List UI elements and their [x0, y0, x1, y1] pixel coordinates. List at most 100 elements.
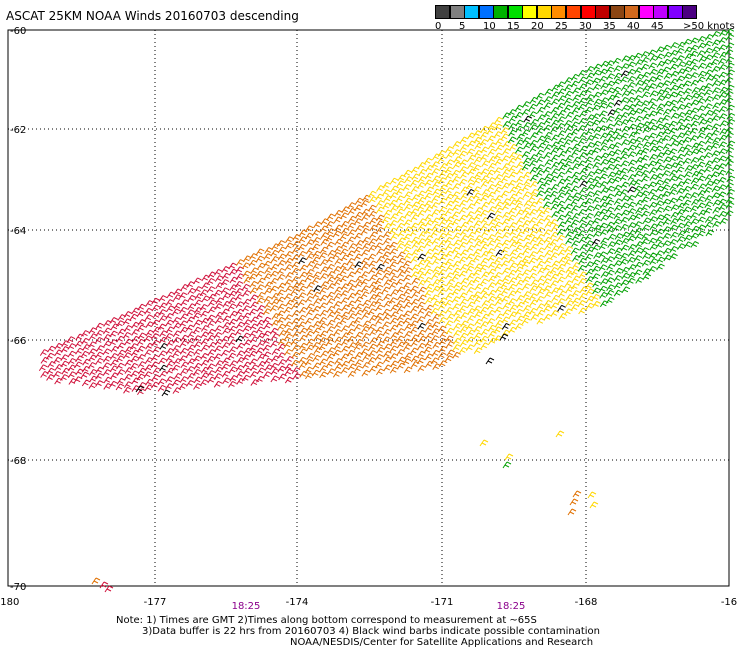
wind-barb	[320, 281, 330, 288]
wind-barb-stroke	[494, 173, 504, 181]
wind-barb-stroke	[683, 38, 692, 46]
wind-barb	[725, 84, 735, 92]
wind-barb-stroke	[228, 318, 238, 326]
wind-barb-stroke	[165, 319, 174, 327]
wind-barb-stroke	[509, 193, 518, 201]
wind-barb-stroke	[151, 339, 160, 347]
wind-barb	[361, 326, 370, 333]
wind-barb	[305, 247, 315, 255]
wind-barb-stroke	[334, 336, 343, 344]
wind-barb-stroke	[633, 107, 643, 115]
wind-barb	[551, 98, 560, 106]
wind-barb	[661, 190, 671, 198]
wind-barb-stroke	[375, 326, 385, 334]
wind-barb	[726, 188, 735, 196]
wind-barb	[696, 140, 706, 148]
wind-barb	[402, 358, 412, 365]
wind-barb-stroke	[347, 300, 356, 308]
wind-barb	[326, 305, 336, 313]
wind-barb	[550, 126, 559, 133]
wind-barb-stroke	[228, 325, 238, 333]
wind-barb-stroke	[509, 249, 519, 257]
wind-barb-stroke	[446, 349, 455, 357]
wind-barb	[396, 243, 405, 250]
wind-barb-stroke	[46, 374, 55, 381]
wind-barb-stroke	[262, 344, 272, 352]
wind-barb-stroke	[501, 239, 511, 247]
wind-barb	[481, 300, 491, 307]
wind-barb-stroke	[264, 301, 273, 309]
wind-barb	[340, 353, 350, 361]
wind-barb	[600, 237, 609, 245]
legend-label: 5	[459, 21, 466, 32]
wind-barb-stroke	[578, 117, 588, 125]
wind-barb	[514, 266, 524, 274]
wind-barb-stroke	[376, 346, 385, 354]
wind-barb	[507, 136, 517, 144]
wind-barb-stroke	[620, 112, 630, 119]
wind-barb	[206, 355, 216, 363]
wind-barb-stroke	[598, 251, 608, 259]
wind-barb	[578, 278, 587, 285]
wind-barb-stroke	[578, 222, 587, 230]
wind-barb-stroke	[327, 270, 336, 278]
wind-barb-stroke	[130, 349, 140, 357]
wind-barb-stroke	[474, 235, 484, 242]
wind-barb	[481, 160, 490, 167]
wind-barb	[165, 299, 175, 306]
wind-barb	[543, 313, 553, 321]
wind-barb-stroke	[522, 269, 531, 277]
wind-barb-stroke	[598, 75, 608, 83]
wind-barb	[466, 286, 475, 294]
wind-barb	[249, 344, 258, 352]
wind-barb	[116, 335, 125, 343]
wind-barb-stroke	[410, 285, 419, 293]
wind-barb	[313, 221, 322, 229]
wind-barb-stroke	[669, 238, 678, 246]
wind-barb	[640, 106, 650, 114]
wind-barb	[591, 244, 601, 252]
wind-barb	[326, 228, 336, 235]
wind-barb-stroke	[376, 255, 386, 263]
wind-barb-stroke	[425, 164, 434, 172]
wind-barb	[369, 231, 379, 239]
wind-barb-stroke	[530, 243, 540, 251]
wind-barb	[521, 151, 531, 158]
wind-barb-stroke	[284, 321, 293, 329]
wind-barb-stroke	[151, 374, 160, 382]
wind-barb-stroke	[677, 146, 687, 154]
wind-barb-stroke	[361, 285, 370, 292]
wind-barb	[683, 123, 693, 130]
wind-barb	[564, 146, 574, 154]
wind-barb	[578, 117, 588, 125]
wind-barb	[402, 338, 412, 346]
wind-barb	[543, 305, 552, 313]
wind-barb	[117, 314, 127, 321]
wind-barb	[341, 311, 350, 319]
wind-barb	[326, 213, 336, 221]
wind-barb	[466, 225, 476, 233]
wind-barb	[291, 367, 301, 374]
wind-barb-stroke	[130, 355, 140, 363]
wind-barb-stroke	[591, 265, 601, 273]
wind-barb-stroke	[690, 192, 699, 199]
wind-barb	[591, 104, 601, 112]
wind-barb-stroke	[494, 235, 503, 243]
wind-barb	[598, 75, 608, 83]
wind-barb-stroke	[508, 326, 517, 334]
wind-barb-stroke	[696, 98, 706, 105]
wind-barb	[641, 238, 650, 246]
wind-barb	[410, 334, 420, 342]
wind-barb-stroke	[473, 347, 483, 354]
wind-barb-stroke	[95, 366, 104, 374]
wind-barb-stroke	[578, 307, 587, 315]
wind-barb-stroke	[549, 190, 559, 198]
wind-barb-stroke	[570, 304, 580, 311]
wind-barb-stroke	[242, 361, 252, 369]
wind-barb	[648, 103, 658, 111]
wind-barb-stroke	[640, 51, 650, 58]
wind-barb-stroke	[501, 175, 510, 183]
wind-barb	[480, 292, 490, 300]
wind-barb-stroke	[284, 348, 293, 356]
wind-barb	[537, 177, 546, 185]
